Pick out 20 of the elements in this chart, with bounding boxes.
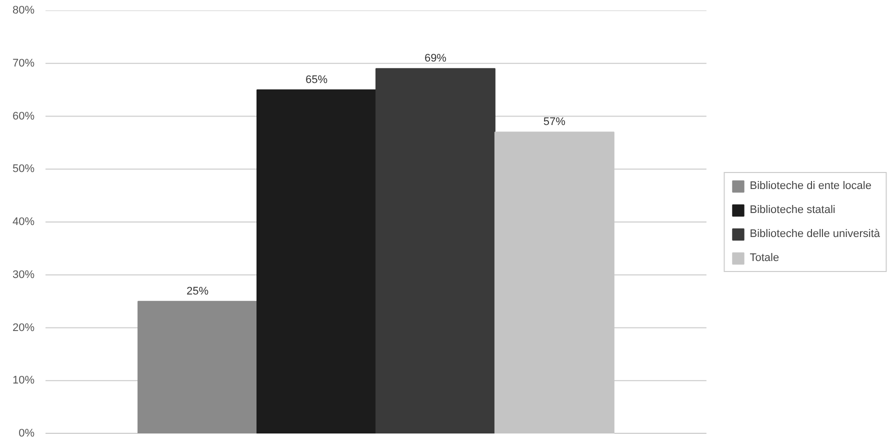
data-label: 65% (305, 74, 328, 86)
legend-label: Biblioteche delle università (750, 228, 880, 240)
data-label: 25% (186, 285, 209, 298)
y-tick-label: 60% (12, 110, 35, 122)
y-tick-label: 70% (12, 57, 35, 70)
data-label: 69% (424, 52, 447, 65)
legend-label: Totale (750, 252, 780, 264)
y-tick-label: 30% (12, 268, 35, 281)
y-tick-label: 80% (12, 4, 35, 16)
bar (375, 68, 496, 434)
y-tick-label: 10% (12, 374, 35, 387)
bar (256, 89, 376, 434)
y-tick-label: 20% (12, 322, 35, 334)
y-tick-label: 40% (12, 216, 35, 228)
legend-label: Biblioteche di ente locale (750, 180, 872, 192)
legend-label: Biblioteche statali (750, 204, 836, 216)
y-tick-label: 50% (12, 163, 35, 176)
data-label: 57% (543, 116, 566, 128)
y-tick-label: 0% (18, 428, 35, 440)
bar (138, 300, 258, 434)
